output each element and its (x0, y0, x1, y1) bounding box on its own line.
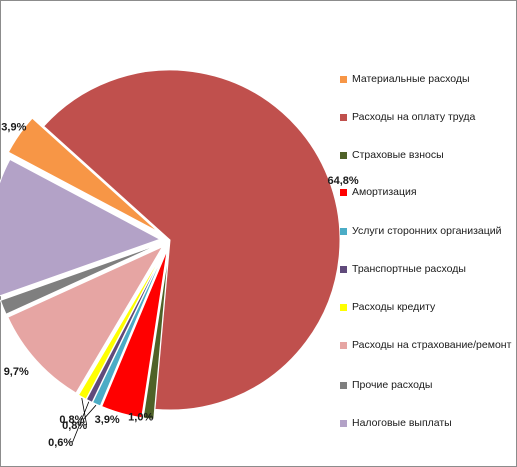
slice-label: 64,8% (328, 175, 359, 187)
slice-label: 3,9% (1, 121, 26, 133)
legend-label: Страховые взносы (352, 149, 444, 161)
legend-label: Материальные расходы (352, 73, 470, 85)
leader-line (72, 401, 90, 443)
pie-slice (142, 249, 170, 420)
legend-label: Транспортные расходы (352, 263, 466, 275)
legend-label: Расходы кредиту (352, 301, 436, 313)
legend-swatch (340, 382, 347, 389)
slice-label: 0,8% (62, 420, 87, 432)
slice-label: 3,9% (95, 414, 120, 426)
legend-label: Услуги сторонних организаций (352, 225, 502, 237)
legend-swatch (340, 342, 347, 349)
leader-line (81, 397, 88, 426)
legend-swatch (340, 420, 347, 427)
slice-label: 9,7% (4, 366, 29, 378)
legend-swatch (340, 76, 347, 83)
legend-swatch (340, 189, 347, 196)
slice-label: 0,6% (48, 437, 73, 449)
pie-slice (77, 248, 166, 400)
pie-slice (0, 243, 161, 315)
pie-slice (7, 245, 164, 394)
legend-label: Расходы на оплату труда (352, 111, 476, 123)
legend-label: Налоговые выплаты (352, 417, 452, 429)
legend-swatch (340, 152, 347, 159)
pie-slice (7, 117, 159, 233)
slice-label: 1,0% (128, 412, 153, 424)
slice-label: 0,8% (59, 414, 84, 426)
legend-swatch (340, 228, 347, 235)
legend-swatch (340, 266, 347, 273)
pie-slice (0, 158, 162, 297)
legend-swatch (340, 304, 347, 311)
legend-label: Амортизация (352, 186, 417, 198)
pie-slice (101, 249, 168, 419)
leader-line (83, 404, 97, 420)
legend-label: Прочие расходы (352, 379, 433, 391)
legend-label: Расходы на страхование/ремонт (352, 339, 512, 351)
legend-swatch (340, 114, 347, 121)
pie-slice (43, 69, 341, 411)
